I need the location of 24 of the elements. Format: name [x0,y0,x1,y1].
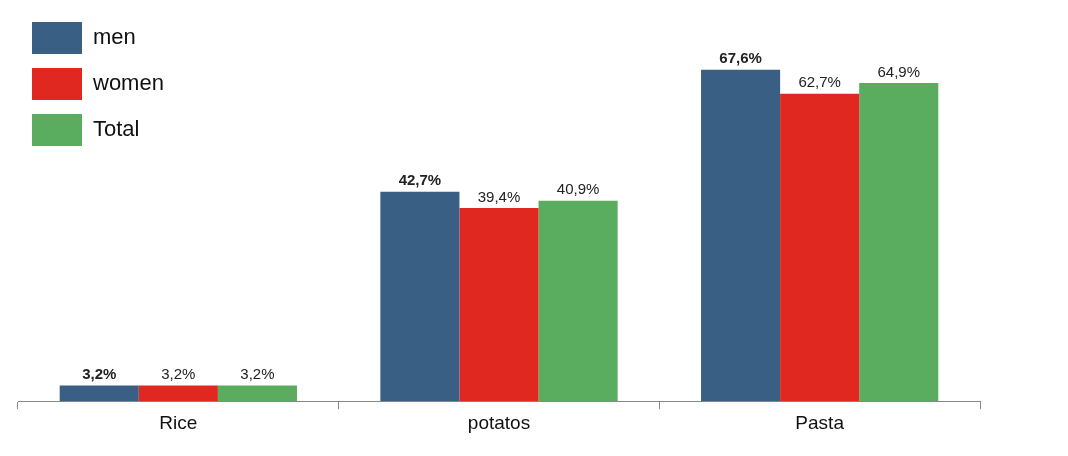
data-label: 40,9% [556,180,600,198]
bar [538,200,618,402]
bar [780,93,860,402]
data-label: 62,7% [798,73,841,91]
bar [459,208,539,402]
bar [380,191,460,402]
legend-label: women [92,70,164,96]
data-label: 3,2% [82,365,117,383]
bar [217,385,297,402]
data-label: 64,9% [877,62,921,80]
legend-label: Total [93,116,140,142]
legend-label: men [93,24,136,50]
x-tick-label: Pasta [795,411,845,433]
data-label: 3,2% [161,365,196,383]
bar [138,385,218,402]
x-tick-label: Rice [159,411,198,433]
data-label: 67,6% [719,49,762,67]
data-label: 3,2% [240,365,275,383]
x-tick-label: potatos [467,411,531,433]
data-label: 39,4% [477,187,521,205]
bar [701,69,781,402]
data-label: 42,7% [398,171,442,189]
bar [859,83,939,402]
bar [59,385,139,402]
